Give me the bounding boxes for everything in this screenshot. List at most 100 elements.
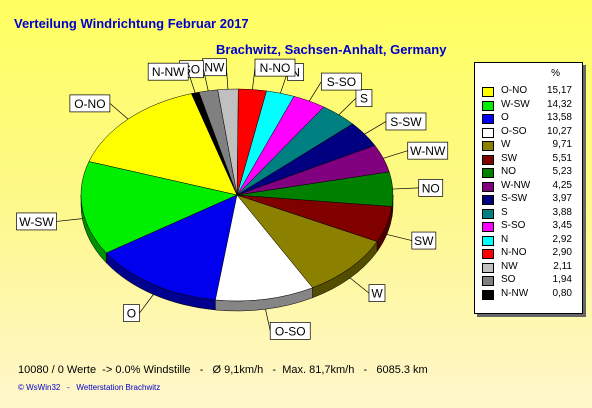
slice-label-s-so: S-SO [321, 72, 362, 91]
legend-swatch [482, 141, 494, 151]
legend-entry-w-nw: W-NW 4,25 [475, 180, 582, 193]
leader-line-o [139, 294, 154, 314]
svg-text:S-SW: S-SW [390, 115, 422, 129]
legend-entry-o-no: O-NO 15,17 [475, 85, 582, 98]
svg-text:NW: NW [204, 61, 225, 75]
slice-label-o: O [123, 304, 140, 322]
legend-label: N-NO [501, 247, 527, 258]
slice-w [236, 194, 378, 289]
slice-label-o-no: O-NO [69, 94, 111, 113]
legend-swatch [482, 87, 494, 97]
legend-label: N [501, 233, 509, 245]
legend-unit: % [551, 68, 560, 79]
legend-value: 10,27 [546, 125, 572, 137]
slice-o-no [88, 93, 238, 196]
leader-line-w-nw [383, 150, 408, 159]
legend-value: 3,88 [552, 206, 572, 218]
slice-label-s-sw: S-SW [385, 112, 427, 131]
legend-label: N-NW [501, 287, 529, 299]
svg-text:O-NO: O-NO [74, 97, 105, 111]
slice-label-n-no: N-NO [254, 58, 296, 77]
svg-text:NO: NO [422, 181, 440, 195]
slice-label-n-nw: N-NW [147, 62, 189, 81]
legend-label: SO [501, 274, 516, 285]
legend-swatch [482, 100, 494, 111]
legend-swatch [482, 195, 494, 205]
legend-entry-w-sw: W-SW 14,32 [475, 99, 582, 112]
legend-entry-sw: SW 5,51 [475, 153, 582, 166]
legend-label: O [501, 112, 509, 123]
slice-label-no: NO [418, 178, 444, 197]
legend-entry-nw: NW 2,11 [475, 261, 582, 274]
svg-text:S: S [360, 92, 368, 106]
legend-value: 13,58 [546, 112, 572, 123]
leader-line-o-so [265, 309, 271, 331]
svg-text:O-SO: O-SO [275, 324, 306, 338]
svg-text:N: N [291, 66, 300, 80]
legend-label: S-SO [501, 220, 526, 231]
legend-entry-s-so: S-SO 3,45 [475, 220, 582, 233]
leader-line-s [338, 97, 357, 116]
svg-text:W-SW: W-SW [19, 215, 54, 229]
legend-value: 0,80 [552, 287, 572, 299]
legend-swatch [482, 235, 494, 246]
legend-label: SW [501, 152, 518, 164]
svg-text:N-NO: N-NO [260, 61, 291, 75]
leader-line-so [203, 69, 209, 91]
slice-label-w: W [368, 284, 386, 302]
leader-line-w-sw [56, 218, 83, 222]
legend-entry-n-no: N-NO 2,90 [475, 247, 582, 260]
legend-label: W-NW [501, 179, 531, 191]
legend-value: 2,11 [553, 260, 572, 272]
legend-value: 15,17 [546, 85, 572, 96]
slice-o [105, 194, 238, 301]
legend-value: 2,90 [552, 247, 572, 258]
legend-value: 3,45 [552, 220, 572, 231]
legend-label: S-SW [501, 193, 528, 204]
legend-swatch [482, 154, 494, 165]
legend-label: O-SO [501, 125, 527, 137]
leader-line-n-no [252, 67, 256, 90]
legend-value: 9,71 [552, 139, 572, 150]
legend-value: 3,97 [552, 193, 572, 204]
legend-swatch [482, 208, 494, 219]
legend-swatch [482, 168, 494, 178]
legend-entry-s: S 3,88 [475, 207, 582, 220]
footer-stats: 10080 / 0 Werte -> 0.0% Windstille - Ø 9… [18, 364, 428, 376]
chart-subtitle: Brachwitz, Sachsen-Anhalt, Germany [216, 42, 447, 57]
legend-swatch [482, 127, 494, 138]
slice-o-so [215, 194, 314, 302]
legend-label: NO [501, 166, 516, 177]
leader-line-sw [386, 234, 412, 241]
legend-label: O-NO [501, 85, 528, 96]
legend-entry-o-so: O-SO 10,27 [475, 126, 582, 139]
legend-label: S [501, 206, 508, 218]
legend-label: W [501, 139, 511, 150]
slice-label-w-nw: W-NW [407, 141, 449, 160]
legend-value: 1,94 [552, 274, 572, 285]
chart-title: Verteilung Windrichtung Februar 2017 [14, 16, 249, 31]
legend-value: 14,32 [546, 98, 572, 110]
legend-value: 4,25 [552, 179, 572, 191]
slice-label-s: S [355, 89, 373, 107]
legend-swatch [482, 114, 494, 124]
legend-entry-n: N 2,92 [475, 234, 582, 247]
legend-swatch [482, 222, 494, 232]
legend-entry-so: SO 1,94 [475, 274, 582, 287]
legend-value: 2,92 [552, 233, 572, 245]
legend-label: W-SW [501, 98, 530, 110]
leader-line-no [392, 187, 419, 190]
svg-text:S-SO: S-SO [327, 75, 356, 89]
legend-swatch [482, 181, 494, 192]
legend-swatch [482, 249, 494, 259]
svg-text:SW: SW [414, 234, 434, 248]
leader-line-s-sw [364, 121, 387, 135]
legend-entry-o: O 13,58 [475, 112, 582, 125]
slice-label-nw: NW [202, 58, 227, 77]
svg-text:O: O [127, 307, 136, 321]
legend-entry-no: NO 5,23 [475, 166, 582, 179]
legend-entry-n-nw: N-NW 0,80 [475, 288, 582, 301]
svg-text:W: W [371, 287, 383, 301]
legend-value: 5,51 [552, 152, 572, 164]
